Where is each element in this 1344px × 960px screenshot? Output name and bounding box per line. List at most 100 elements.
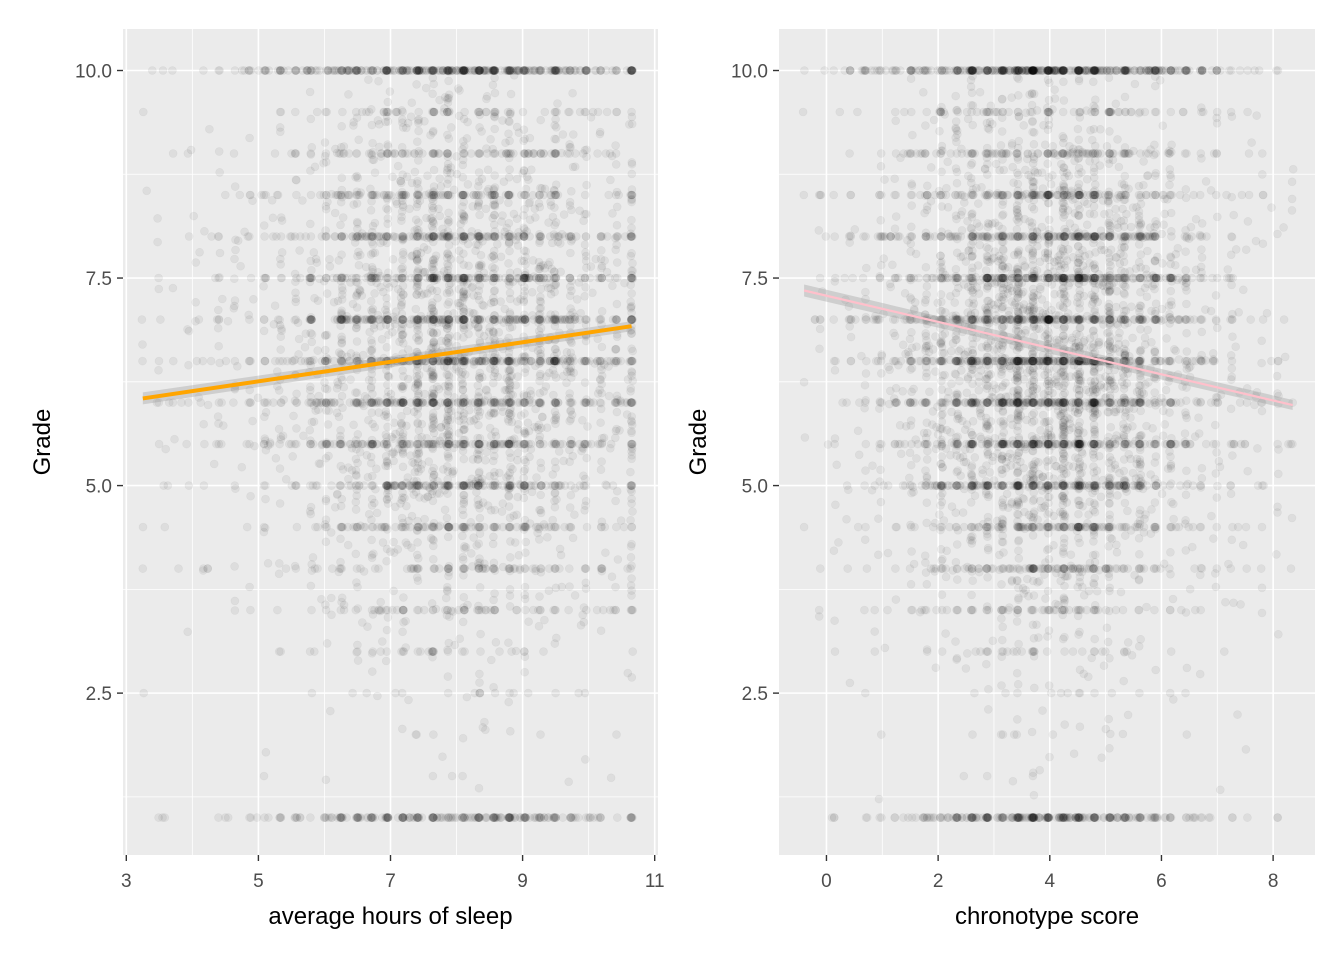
scatter-point — [481, 725, 490, 735]
scatter-point — [521, 548, 530, 558]
scatter-point — [366, 458, 376, 468]
scatter-point — [305, 87, 315, 97]
scatter-point — [305, 315, 315, 324]
scatter-point — [436, 190, 446, 200]
scatter-point — [215, 248, 225, 258]
scatter-point — [393, 545, 403, 554]
scatter-point — [535, 304, 544, 313]
scatter-point — [367, 605, 377, 615]
scatter-point — [515, 564, 525, 573]
scatter-point — [275, 499, 285, 508]
scatter-point — [337, 358, 347, 368]
scatter-point — [580, 240, 590, 249]
scatter-point — [504, 66, 514, 75]
scatter-point — [444, 404, 453, 414]
scatter-point — [334, 412, 344, 422]
scatter-point — [431, 439, 441, 449]
scatter-point — [570, 510, 579, 520]
scatter-point — [360, 391, 370, 401]
scatter-point — [550, 522, 559, 532]
scatter-point — [200, 439, 209, 449]
scatter-point — [352, 323, 361, 333]
scatter-point — [460, 541, 469, 551]
scatter-point — [627, 66, 636, 75]
scatter-point — [352, 149, 362, 158]
scatter-point — [474, 322, 484, 332]
scatter-point — [449, 185, 459, 195]
scatter-point — [473, 275, 483, 284]
scatter-point — [487, 190, 496, 200]
scatter-point — [459, 149, 468, 158]
scatter-point — [565, 503, 575, 512]
scatter-point — [473, 240, 483, 250]
scatter-point — [368, 272, 378, 281]
scatter-point — [491, 637, 501, 647]
scatter-point — [628, 376, 638, 386]
scatter-point — [370, 218, 380, 228]
scatter-point — [563, 149, 572, 158]
scatter-point — [479, 268, 489, 278]
scatter-point — [389, 586, 398, 596]
scatter-point — [423, 492, 432, 501]
scatter-point — [520, 590, 530, 600]
scatter-point — [628, 507, 637, 516]
scatter-point — [154, 365, 163, 375]
scatter-point — [520, 667, 530, 677]
scatter-point — [395, 66, 404, 75]
scatter-point — [454, 111, 464, 121]
scatter-point — [376, 605, 386, 615]
scatter-point — [428, 149, 438, 158]
scatter-point — [540, 107, 550, 117]
scatter-point — [443, 481, 453, 490]
scatter-point — [349, 420, 358, 430]
scatter-point — [154, 356, 164, 366]
scatter-point — [504, 149, 513, 158]
scatter-point — [489, 397, 499, 407]
scatter-point — [407, 481, 417, 490]
scatter-point — [348, 299, 358, 309]
scatter-point — [364, 509, 374, 519]
scatter-point — [610, 273, 620, 283]
scatter-point — [292, 190, 301, 200]
scatter-point — [523, 273, 533, 283]
scatter-point — [474, 420, 483, 430]
scatter-point — [481, 455, 490, 465]
scatter-point — [568, 308, 577, 317]
scatter-point — [566, 187, 576, 196]
scatter-point — [322, 289, 332, 298]
scatter-point — [611, 496, 620, 506]
scatter-point — [327, 564, 337, 573]
scatter-point — [535, 309, 545, 319]
scatter-point — [596, 246, 606, 255]
scatter-point — [552, 107, 562, 117]
scatter-point — [570, 162, 580, 171]
scatter-point — [310, 564, 320, 573]
scatter-point — [444, 107, 454, 117]
scatter-point — [344, 66, 354, 75]
scatter-point — [626, 605, 636, 615]
scatter-point — [489, 246, 499, 256]
scatter-point — [412, 249, 422, 259]
scatter-point — [376, 647, 386, 656]
scatter-point — [396, 176, 406, 186]
scatter-point — [519, 493, 529, 503]
scatter-point — [512, 174, 522, 184]
scatter-point — [367, 315, 376, 324]
scatter-point — [490, 409, 499, 418]
scatter-point — [596, 626, 606, 636]
scatter-point — [276, 66, 285, 75]
scatter-point — [535, 376, 544, 386]
scatter-point — [259, 315, 269, 324]
scatter-point — [353, 604, 363, 613]
scatter-point — [398, 429, 408, 438]
scatter-point — [535, 356, 545, 366]
scatter-point — [413, 410, 423, 419]
scatter-point — [458, 733, 468, 743]
scatter-point — [366, 383, 376, 393]
scatter-point — [383, 214, 393, 223]
scatter-point — [602, 481, 612, 490]
scatter-point — [230, 356, 240, 366]
scatter-point — [214, 315, 224, 324]
scatter-point — [579, 617, 589, 627]
scatter-point — [566, 439, 575, 449]
